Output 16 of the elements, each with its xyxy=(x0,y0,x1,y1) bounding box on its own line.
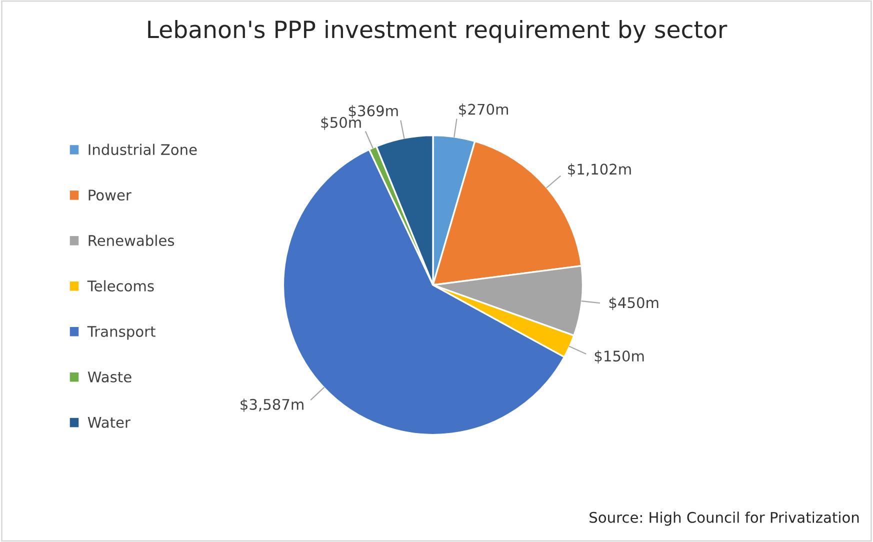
data-label: $369m xyxy=(348,105,398,118)
source-note: Source: High Council for Privatization xyxy=(590,512,859,526)
legend-label: Waste xyxy=(88,372,132,382)
legend-label: Renewables xyxy=(88,234,174,246)
legend-label: Power xyxy=(88,190,132,201)
data-label: $150m xyxy=(594,350,644,364)
data-label: $450m xyxy=(609,296,658,310)
chart-title: Lebanon's PPP investment requirement by sector xyxy=(148,20,728,43)
data-label: $270m xyxy=(459,104,508,117)
data-label: $50m xyxy=(321,116,361,130)
legend-label: Telecoms xyxy=(87,280,154,292)
legend-label: Transport xyxy=(87,326,156,340)
data-label: $3,587m xyxy=(240,398,304,412)
data-label: $1,102m xyxy=(568,163,631,177)
legend-label: Industrial Zone xyxy=(88,144,197,156)
legend-label: Water xyxy=(88,417,130,428)
